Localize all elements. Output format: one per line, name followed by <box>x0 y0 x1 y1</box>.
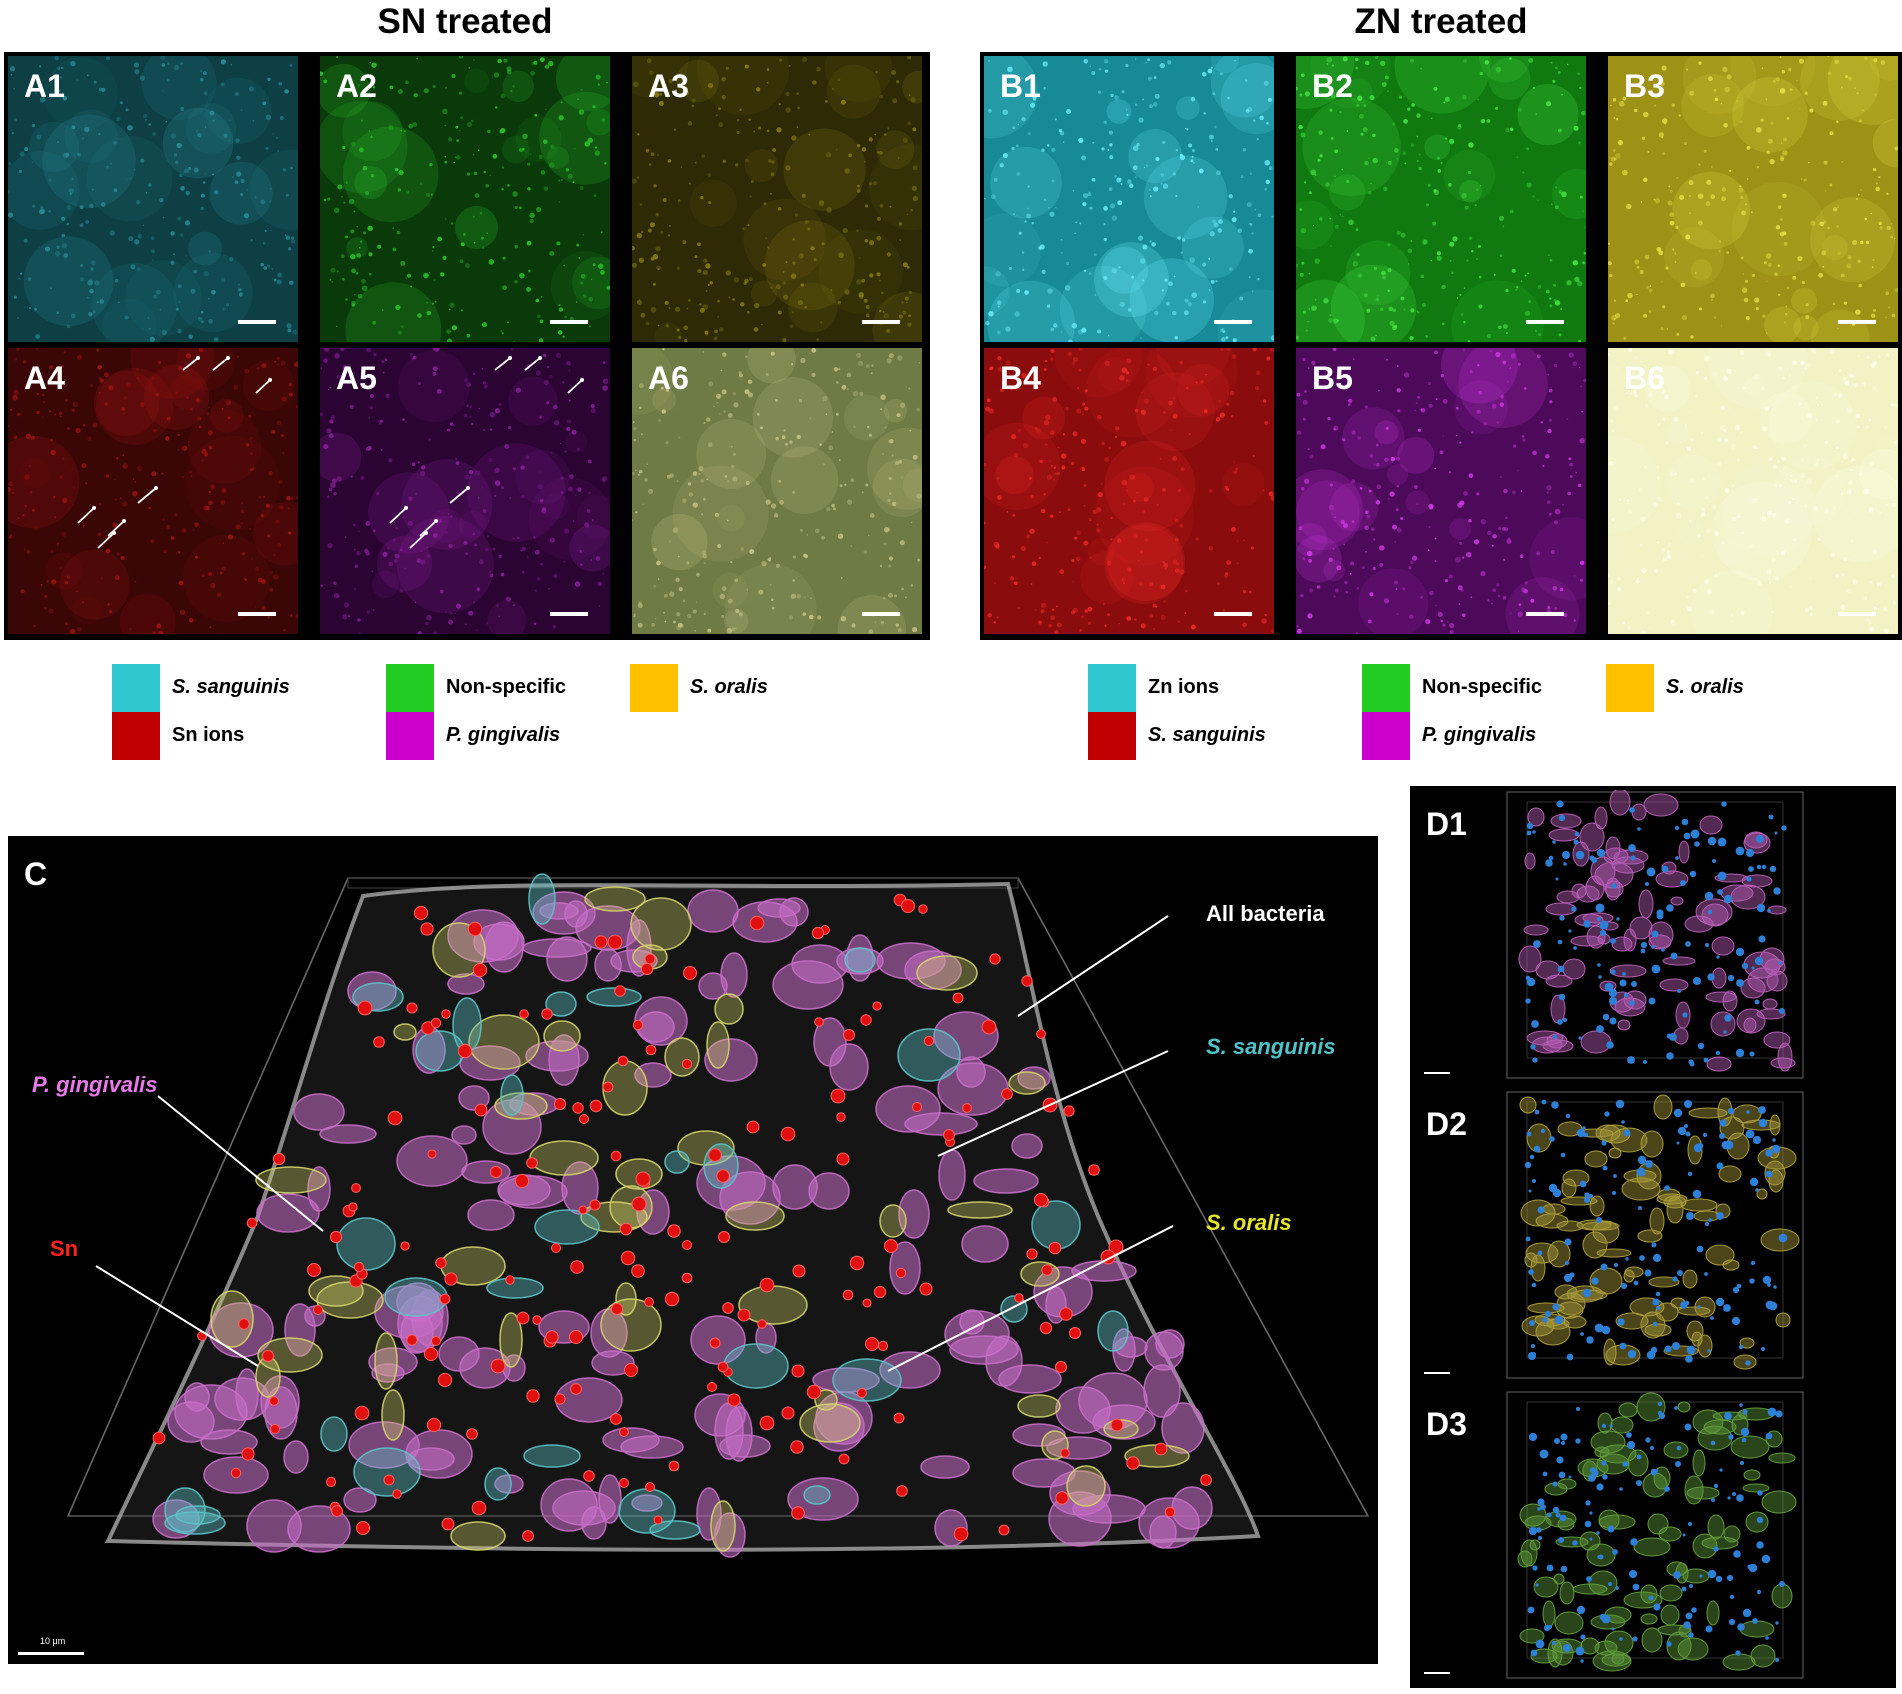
pointer-line-sn <box>95 1265 259 1367</box>
tile-label-a5: A5 <box>336 360 377 396</box>
zn-legend: Zn ions Non-specific S. oralis S. sangui… <box>1088 664 1888 774</box>
tile-label-a3: A3 <box>648 68 689 104</box>
tile-label-a1: A1 <box>24 68 65 104</box>
legend-label: P. gingivalis <box>1422 724 1537 746</box>
scale-bar <box>1214 320 1252 324</box>
micrograph-texture <box>984 348 1274 634</box>
legend-swatch <box>630 664 678 712</box>
micrograph-a4: A4 <box>8 348 298 634</box>
annotation-all-bacteria: All bacteria <box>1206 901 1325 926</box>
tile-label-b1: B1 <box>1000 68 1041 104</box>
micrograph-texture <box>8 348 298 634</box>
legend-label: Sn ions <box>172 724 245 746</box>
legend-label: S. oralis <box>690 676 768 698</box>
scale-bar <box>550 612 588 616</box>
annotation-p-gingivalis: P. gingivalis <box>32 1072 158 1097</box>
biofilm-3d-render <box>18 873 1370 1655</box>
scale-bar-label: 10 μm <box>40 1636 66 1646</box>
scale-bar <box>1424 1672 1450 1674</box>
scale-bar <box>862 612 900 616</box>
micrograph-texture <box>1296 348 1586 634</box>
micrograph-a6: A6 <box>632 348 922 634</box>
annotation-s-oralis: S. oralis <box>1206 1210 1292 1235</box>
legend-label: Non-specific <box>1422 676 1543 698</box>
scale-bar <box>1424 1372 1450 1374</box>
scale-bar <box>1838 320 1876 324</box>
micrograph-b5: B5 <box>1296 348 1586 634</box>
micrograph-texture <box>8 56 298 342</box>
tile-label-b4: B4 <box>1000 360 1041 396</box>
legend-swatch <box>112 664 160 712</box>
micrograph-texture <box>984 56 1274 342</box>
scale-bar <box>238 320 276 324</box>
scale-bar <box>1424 1072 1450 1074</box>
micrograph-texture <box>632 348 922 634</box>
legend-swatch <box>112 712 160 760</box>
legend-swatch <box>386 664 434 712</box>
panel-d: D1 D2 D3 <box>1410 786 1896 1688</box>
legend-label: Non-specific <box>446 676 567 698</box>
panel-label-d3: D3 <box>1426 1406 1467 1442</box>
legend-label: S. oralis <box>1666 676 1744 698</box>
zn-panel: B1 B2 B3 B4 B5 B6 <box>980 52 1902 640</box>
legend-swatch <box>1088 712 1136 760</box>
legend-label: P. gingivalis <box>446 724 561 746</box>
legend-label: S. sanguinis <box>172 676 290 698</box>
legend-label: S. sanguinis <box>1148 724 1266 746</box>
annotation-sn: Sn <box>50 1236 79 1261</box>
sn-panel: A1 A2 A3 A4 A5 A6 <box>4 52 930 640</box>
tile-label-a6: A6 <box>648 360 689 396</box>
legend-swatch <box>1362 712 1410 760</box>
sn-treated-title: SN treated <box>377 2 553 41</box>
panel-label-d1: D1 <box>1426 806 1467 842</box>
render-d3 <box>1506 1391 1804 1679</box>
tile-label-b6: B6 <box>1624 360 1665 396</box>
micrograph-b6: B6 <box>1608 348 1898 634</box>
scale-bar <box>1838 612 1876 616</box>
legend-swatch <box>386 712 434 760</box>
tile-label-b5: B5 <box>1312 360 1353 396</box>
scale-bar <box>1526 612 1564 616</box>
tile-label-b2: B2 <box>1312 68 1353 104</box>
scale-bar <box>550 320 588 324</box>
sn-legend: S. sanguinis Non-specific S. oralis Sn i… <box>112 664 912 774</box>
scale-bar <box>862 320 900 324</box>
micrograph-texture <box>1608 56 1898 342</box>
legend-swatch <box>1606 664 1654 712</box>
micrograph-b4: B4 <box>984 348 1274 634</box>
annotation-s-sanguinis: S. sanguinis <box>1206 1034 1336 1059</box>
zn-treated-title: ZN treated <box>1354 2 1528 41</box>
micrograph-b1: B1 <box>984 56 1274 342</box>
tile-label-a2: A2 <box>336 68 377 104</box>
pointer-line-s-oralis <box>887 1225 1174 1372</box>
scale-bar <box>1526 320 1564 324</box>
legend-swatch <box>1088 664 1136 712</box>
legend-label: Zn ions <box>1148 676 1220 698</box>
panel-label-d2: D2 <box>1426 1106 1467 1142</box>
pointer-line-p-gingivalis <box>157 1095 324 1232</box>
micrograph-texture <box>320 348 610 634</box>
micrograph-texture <box>1608 348 1898 634</box>
pointer-line-s-sanguinis <box>937 1050 1169 1157</box>
render-d2 <box>1506 1091 1804 1379</box>
micrograph-a1: A1 <box>8 56 298 342</box>
micrograph-texture <box>1296 56 1586 342</box>
tile-label-a4: A4 <box>24 360 65 396</box>
scale-bar <box>238 612 276 616</box>
scale-bar <box>1214 612 1252 616</box>
micrograph-b3: B3 <box>1608 56 1898 342</box>
micrograph-texture <box>632 56 922 342</box>
micrograph-a2: A2 <box>320 56 610 342</box>
legend-swatch <box>1362 664 1410 712</box>
pointer-line-all-bacteria <box>1017 915 1169 1017</box>
micrograph-texture <box>320 56 610 342</box>
micrograph-a3: A3 <box>632 56 922 342</box>
panel-c-label: C <box>24 856 48 892</box>
micrograph-a5: A5 <box>320 348 610 634</box>
tile-label-b3: B3 <box>1624 68 1665 104</box>
panel-c-3d-render: C All bacteria S. sanguinis P. gingivali… <box>8 836 1378 1664</box>
micrograph-b2: B2 <box>1296 56 1586 342</box>
render-d1 <box>1506 790 1804 1079</box>
